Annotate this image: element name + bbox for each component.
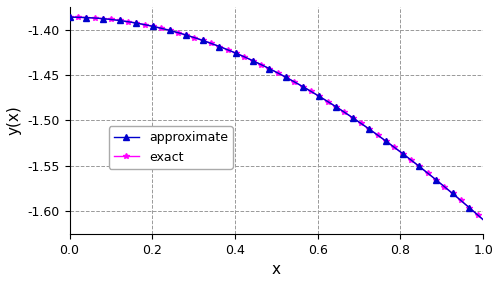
approximate [283, 76, 289, 79]
approximate [66, 16, 72, 19]
exact [408, 158, 414, 162]
approximate [202, 40, 208, 43]
exact [230, 50, 236, 54]
Line: approximate: approximate [67, 14, 486, 222]
approximate [352, 118, 358, 121]
exact [352, 118, 358, 121]
exact [66, 16, 72, 19]
approximate [300, 85, 306, 88]
Y-axis label: y(x): y(x) [7, 105, 22, 135]
X-axis label: x: x [272, 262, 281, 277]
Line: exact: exact [67, 14, 486, 222]
exact [300, 85, 306, 88]
approximate [230, 50, 236, 54]
exact [202, 40, 208, 43]
Legend: approximate, exact: approximate, exact [109, 126, 233, 169]
approximate [480, 218, 486, 221]
exact [283, 76, 289, 79]
exact [480, 218, 486, 221]
approximate [408, 158, 414, 162]
